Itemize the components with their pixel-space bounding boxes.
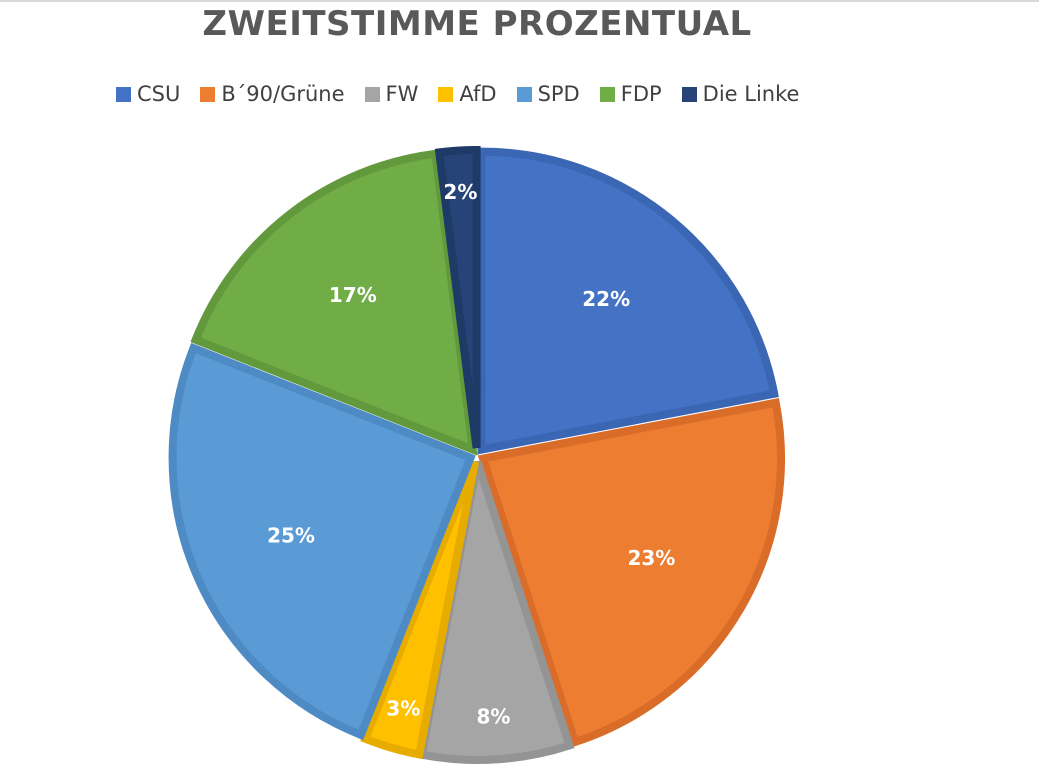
legend-item-csu: CSU: [116, 82, 180, 106]
legend-item-die-linke: Die Linke: [681, 82, 800, 106]
legend-label: SPD: [537, 82, 580, 106]
pie-slice-fdp: [190, 149, 478, 456]
pie-slice-csu: [477, 147, 779, 455]
top-rule: [0, 0, 1039, 2]
legend-item-b-90-gr-ne: B´90/Grüne: [200, 82, 345, 106]
data-label-csu: 22%: [582, 287, 630, 311]
legend-item-afd: AfD: [438, 82, 497, 106]
legend-label: B´90/Grüne: [221, 82, 345, 106]
legend-swatch: [681, 86, 697, 102]
data-label-fdp: 17%: [329, 283, 377, 307]
pie-slice-die-linke: [434, 146, 481, 449]
legend-swatch: [599, 86, 615, 102]
legend-label: Die Linke: [702, 82, 800, 106]
legend-swatch: [516, 86, 532, 102]
data-label-afd: 3%: [386, 696, 420, 720]
legend-label: AfD: [459, 82, 497, 106]
pie-slice-afd: [360, 460, 479, 760]
legend-swatch: [438, 86, 454, 102]
pie-slice-fw: [416, 460, 575, 764]
legend-label: FDP: [620, 82, 662, 106]
legend-swatch: [200, 86, 216, 102]
pie-slice-b-90-gr-ne: [477, 398, 786, 748]
chart-legend: CSU B´90/Grüne FW AfD SPD FDP Die Linke: [116, 80, 799, 108]
data-label-fw: 8%: [477, 705, 511, 729]
legend-label: FW: [385, 82, 419, 106]
legend-label: CSU: [137, 82, 181, 106]
legend-item-fw: FW: [364, 82, 419, 106]
legend-swatch: [364, 86, 380, 102]
data-label-spd: 25%: [267, 524, 315, 548]
chart-title: ZWEITSTIMME PROZENTUAL: [202, 4, 752, 44]
legend-item-spd: SPD: [516, 82, 580, 106]
pie-slice-spd: [168, 342, 476, 741]
legend-item-fdp: FDP: [599, 82, 662, 106]
data-label-die-linke: 2%: [443, 180, 477, 204]
data-label-b-90-gr-ne: 23%: [627, 546, 675, 570]
legend-swatch: [116, 86, 131, 102]
